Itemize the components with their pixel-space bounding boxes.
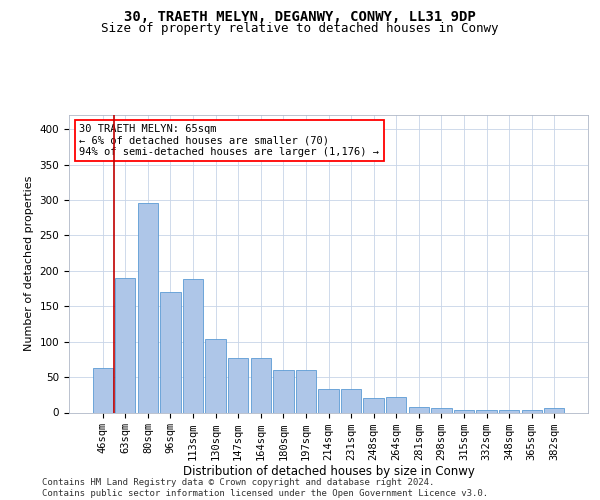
Bar [205,339,226,412]
Bar [115,278,136,412]
Bar [183,280,203,412]
Bar [228,358,248,412]
Bar [160,292,181,412]
Text: 30, TRAETH MELYN, DEGANWY, CONWY, LL31 9DP: 30, TRAETH MELYN, DEGANWY, CONWY, LL31 9… [124,10,476,24]
Bar [296,370,316,412]
Bar [386,397,406,412]
Bar [251,358,271,412]
Text: Size of property relative to detached houses in Conwy: Size of property relative to detached ho… [101,22,499,35]
Bar [454,410,474,412]
Bar [138,203,158,412]
Bar [364,398,384,412]
Bar [544,408,565,412]
Bar [521,410,542,412]
Bar [92,368,113,412]
Bar [499,410,519,412]
Bar [341,389,361,412]
Text: 30 TRAETH MELYN: 65sqm
← 6% of detached houses are smaller (70)
94% of semi-deta: 30 TRAETH MELYN: 65sqm ← 6% of detached … [79,124,379,157]
Bar [319,389,338,412]
Bar [431,408,452,412]
Y-axis label: Number of detached properties: Number of detached properties [24,176,34,352]
Bar [409,407,429,412]
Bar [476,410,497,412]
Text: Contains HM Land Registry data © Crown copyright and database right 2024.
Contai: Contains HM Land Registry data © Crown c… [42,478,488,498]
X-axis label: Distribution of detached houses by size in Conwy: Distribution of detached houses by size … [182,466,475,478]
Bar [273,370,293,412]
